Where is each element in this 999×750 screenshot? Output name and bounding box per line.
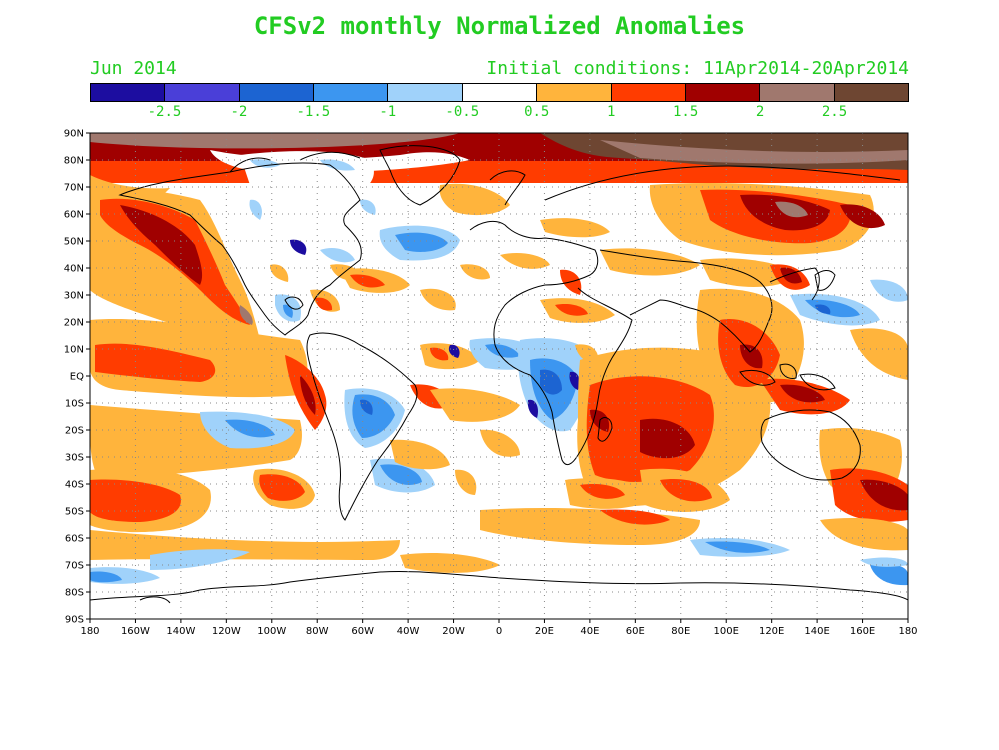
- legend-label: 1: [606, 104, 616, 120]
- latitude-labels: 90N 80N 70N 60N 50N 40N 30N 20N 10N EQ 10S 20S 30S 40…: [64, 129, 84, 626]
- lat-label: 20S: [65, 426, 84, 437]
- lat-label: 70N: [64, 183, 84, 194]
- lat-label: 60N: [64, 210, 84, 221]
- lon-label: 180: [898, 626, 917, 637]
- lat-label: 50N: [64, 237, 84, 248]
- lon-label: 40W: [397, 626, 420, 637]
- southern-ocean: [400, 508, 908, 586]
- lat-label: 20N: [64, 318, 84, 329]
- lat-label: EQ: [70, 372, 84, 383]
- legend-swatch: [685, 84, 761, 101]
- legend-swatch: [314, 84, 389, 101]
- legend-swatch: [388, 84, 463, 101]
- australia-region: [819, 428, 908, 551]
- color-legend: [90, 83, 909, 102]
- lat-label: 50S: [65, 507, 84, 518]
- lat-label: 70S: [65, 561, 84, 572]
- longitude-labels: 180 160W 140W 120W 100W 80W 60W 40W 20W 0 20E 40E 60…: [80, 626, 917, 637]
- forecast-month: Jun 2014: [90, 58, 177, 79]
- lat-label: 80N: [64, 156, 84, 167]
- lat-label: 10N: [64, 345, 84, 356]
- south-pacific: [90, 405, 400, 584]
- legend-swatch: [760, 84, 835, 101]
- lon-label: 100E: [714, 626, 739, 637]
- lon-label: 60W: [351, 626, 374, 637]
- legend-label: -2: [230, 104, 248, 120]
- lon-label: 100W: [257, 626, 286, 637]
- lon-label: 160E: [850, 626, 875, 637]
- lon-label: 20E: [535, 626, 554, 637]
- coastlines: [90, 145, 908, 604]
- lat-label: 90S: [65, 615, 84, 626]
- lon-label: 120W: [212, 626, 241, 637]
- lon-label: 120E: [759, 626, 784, 637]
- lat-label: 80S: [65, 588, 84, 599]
- legend-swatch: [834, 84, 908, 101]
- lat-lon-grid: [90, 133, 908, 619]
- africa-anomalies: [500, 253, 615, 432]
- lat-label: 40S: [65, 480, 84, 491]
- lon-label: 80W: [306, 626, 329, 637]
- legend-swatch: [462, 84, 538, 101]
- legend-label: 1.5: [672, 104, 699, 120]
- lat-label: 60S: [65, 534, 84, 545]
- lon-label: 0: [496, 626, 502, 637]
- north-atlantic: [340, 183, 510, 311]
- lat-label: 30S: [65, 453, 84, 464]
- legend-label: -0.5: [445, 104, 480, 120]
- lon-label: 80E: [671, 626, 690, 637]
- eurasia-anomalies: [540, 183, 885, 290]
- west-pacific: [696, 279, 908, 415]
- lon-label: 60E: [626, 626, 645, 637]
- ne-pacific-warm: [90, 188, 260, 341]
- central-pacific-warm: [90, 319, 327, 430]
- lon-label: 180: [80, 626, 99, 637]
- legend-swatch: [165, 84, 240, 101]
- legend-swatch: [91, 84, 166, 101]
- lon-label: 20W: [442, 626, 465, 637]
- legend-label: 2.5: [821, 104, 848, 120]
- lat-label: 90N: [64, 129, 84, 140]
- lon-label: 140W: [166, 626, 195, 637]
- legend-labels: -2.5 -2 -1.5 -1 -0.5 0.5 1 1.5 2 2.5: [90, 104, 909, 122]
- lat-label: 40N: [64, 264, 84, 275]
- legend-label: -1: [379, 104, 397, 120]
- legend-swatch: [537, 84, 612, 101]
- lon-label: 40E: [580, 626, 599, 637]
- legend-label: -2.5: [147, 104, 182, 120]
- lon-label: 160W: [121, 626, 150, 637]
- map-title: CFSv2 monthly Normalized Anomalies: [253, 12, 746, 40]
- initial-conditions: Initial conditions: 11Apr2014-20Apr2014: [486, 58, 909, 79]
- legend-label: 0.5: [524, 104, 550, 120]
- lat-label: 10S: [65, 399, 84, 410]
- lon-label: 140E: [804, 626, 829, 637]
- axis-ticks: [86, 132, 909, 623]
- legend-swatch: [239, 84, 315, 101]
- lat-label: 30N: [64, 291, 84, 302]
- legend-label: -1.5: [296, 104, 331, 120]
- legend-label: 2: [755, 104, 765, 120]
- legend-swatch: [611, 84, 686, 101]
